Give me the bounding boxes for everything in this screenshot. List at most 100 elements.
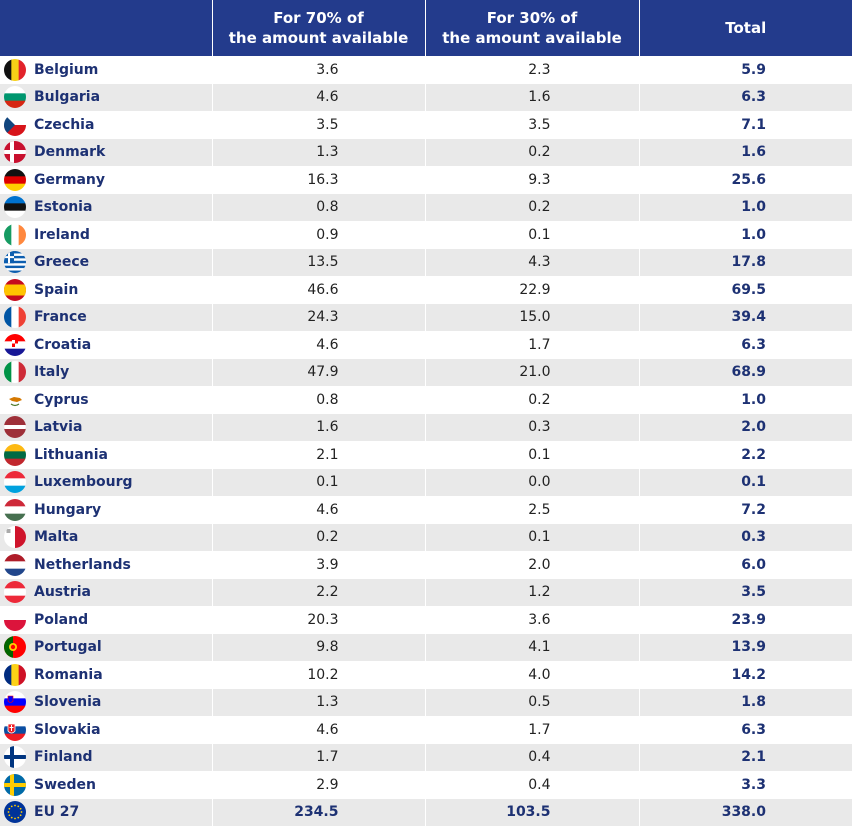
value-30-cell: 1.6 xyxy=(424,83,639,111)
total-cell: 6.3 xyxy=(638,83,852,111)
table-row: Finland 1.7 0.4 2.1 xyxy=(0,743,852,771)
country-name: Netherlands xyxy=(34,556,131,573)
country-name: EU 27 xyxy=(34,804,80,821)
table-row: Luxembourg 0.1 0.0 0.1 xyxy=(0,468,852,496)
value-30-cell: 0.1 xyxy=(424,441,639,469)
value-70-cell: 1.7 xyxy=(211,743,425,771)
total-cell: 7.2 xyxy=(638,496,852,524)
country-name: Bulgaria xyxy=(34,89,101,106)
table-row: Spain 46.6 22.9 69.5 xyxy=(0,276,852,304)
slovenia-flag-icon xyxy=(4,691,26,714)
value-70-cell: 1.3 xyxy=(211,688,425,716)
total-cell: 1.0 xyxy=(638,386,852,414)
country-name: Italy xyxy=(34,364,70,381)
total-cell: 69.5 xyxy=(638,276,852,304)
bulgaria-flag-icon xyxy=(4,86,26,109)
value-70-cell: 2.2 xyxy=(211,578,425,606)
value-30-cell: 1.7 xyxy=(424,716,639,744)
value-70-cell: 1.3 xyxy=(211,138,425,166)
value-30-cell: 0.2 xyxy=(424,138,639,166)
sweden-flag-icon xyxy=(4,773,26,796)
country-cell: Italy xyxy=(0,358,212,386)
table-row: Netherlands 3.9 2.0 6.0 xyxy=(0,551,852,579)
table-row: Ireland 0.9 0.1 1.0 xyxy=(0,221,852,249)
total-cell: 338.0 xyxy=(638,798,852,826)
value-70-cell: 2.9 xyxy=(211,771,425,799)
value-30-cell: 0.2 xyxy=(424,386,639,414)
value-30-cell: 0.1 xyxy=(424,523,639,551)
country-cell: Ireland xyxy=(0,221,212,249)
table-row: Cyprus 0.8 0.2 1.0 xyxy=(0,386,852,414)
value-30-cell: 3.6 xyxy=(424,606,639,634)
luxembourg-flag-icon xyxy=(4,471,26,494)
total-cell: 6.0 xyxy=(638,551,852,579)
romania-flag-icon xyxy=(4,663,26,686)
country-name: Ireland xyxy=(34,226,90,243)
value-70-cell: 0.2 xyxy=(211,523,425,551)
total-cell: 1.0 xyxy=(638,221,852,249)
value-70-cell: 10.2 xyxy=(211,661,425,689)
table-row: Latvia 1.6 0.3 2.0 xyxy=(0,413,852,441)
total-cell: 3.5 xyxy=(638,578,852,606)
value-30-cell: 0.2 xyxy=(424,193,639,221)
total-cell: 13.9 xyxy=(638,633,852,661)
country-cell: Austria xyxy=(0,578,212,606)
total-cell: 14.2 xyxy=(638,661,852,689)
france-flag-icon xyxy=(4,306,26,329)
estonia-flag-icon xyxy=(4,196,26,219)
value-70-cell: 2.1 xyxy=(211,441,425,469)
country-name: Lithuania xyxy=(34,446,109,463)
country-cell: Germany xyxy=(0,166,212,194)
total-cell: 1.6 xyxy=(638,138,852,166)
total-cell: 0.3 xyxy=(638,523,852,551)
cyprus-flag-icon xyxy=(4,388,26,411)
value-30-cell: 0.5 xyxy=(424,688,639,716)
table-row: Slovakia 4.6 1.7 6.3 xyxy=(0,716,852,744)
czechia-flag-icon xyxy=(4,113,26,136)
value-30-cell: 2.3 xyxy=(424,56,639,84)
table-row: Portugal 9.8 4.1 13.9 xyxy=(0,633,852,661)
value-70-cell: 4.6 xyxy=(211,83,425,111)
value-70-cell: 24.3 xyxy=(211,303,425,331)
malta-flag-icon xyxy=(4,526,26,549)
country-cell: Poland xyxy=(0,606,212,634)
total-cell: 1.0 xyxy=(638,193,852,221)
country-cell: Croatia xyxy=(0,331,212,359)
value-70-cell: 4.6 xyxy=(211,496,425,524)
austria-flag-icon xyxy=(4,581,26,604)
table-row: Germany 16.3 9.3 25.6 xyxy=(0,166,852,194)
italy-flag-icon xyxy=(4,361,26,384)
eu-flag-icon xyxy=(4,801,26,824)
header-row: For 70% of the amount available For 30% … xyxy=(0,0,852,56)
country-cell: Denmark xyxy=(0,138,212,166)
value-70-cell: 0.1 xyxy=(211,468,425,496)
country-cell: Netherlands xyxy=(0,551,212,579)
country-cell: Latvia xyxy=(0,413,212,441)
country-name: Slovenia xyxy=(34,694,102,711)
country-cell: Slovakia xyxy=(0,716,212,744)
value-30-cell: 15.0 xyxy=(424,303,639,331)
table-row: Estonia 0.8 0.2 1.0 xyxy=(0,193,852,221)
ireland-flag-icon xyxy=(4,223,26,246)
value-70-cell: 4.6 xyxy=(211,331,425,359)
country-name: Latvia xyxy=(34,419,83,436)
netherlands-flag-icon xyxy=(4,553,26,576)
spain-flag-icon xyxy=(4,278,26,301)
value-70-cell: 0.8 xyxy=(211,386,425,414)
value-70-cell: 47.9 xyxy=(211,358,425,386)
country-name: Denmark xyxy=(34,144,106,161)
header-30-percent: For 30% of the amount available xyxy=(424,0,639,56)
total-cell: 1.8 xyxy=(638,688,852,716)
header-70-percent: For 70% of the amount available xyxy=(211,0,425,56)
value-70-cell: 3.9 xyxy=(211,551,425,579)
country-cell: Bulgaria xyxy=(0,83,212,111)
country-cell: Spain xyxy=(0,276,212,304)
country-cell: Sweden xyxy=(0,771,212,799)
total-cell: 25.6 xyxy=(638,166,852,194)
country-name: Czechia xyxy=(34,116,95,133)
country-cell: France xyxy=(0,303,212,331)
portugal-flag-icon xyxy=(4,636,26,659)
table-row: Slovenia 1.3 0.5 1.8 xyxy=(0,688,852,716)
country-cell: Slovenia xyxy=(0,688,212,716)
